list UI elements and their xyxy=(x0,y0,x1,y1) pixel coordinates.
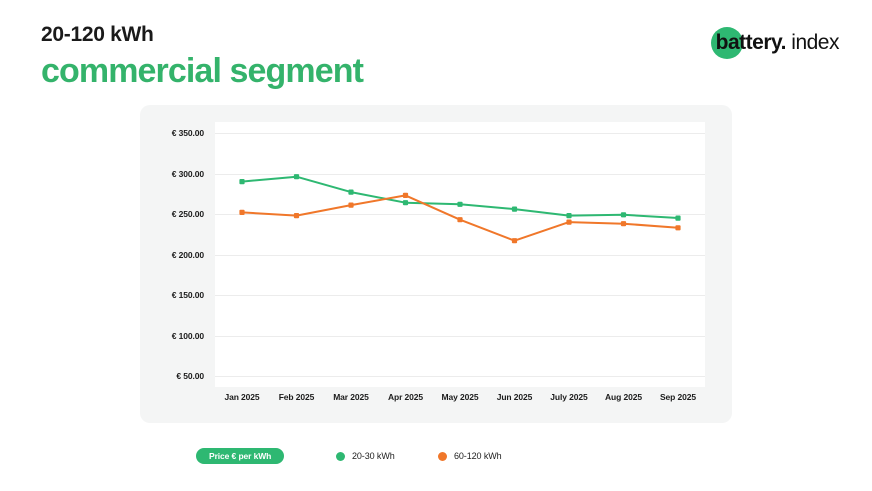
data-point-marker[interactable] xyxy=(293,213,300,219)
grid-line xyxy=(215,254,705,256)
y-axis-tick-label: € 100.00 xyxy=(171,330,204,341)
legend-dot-series-0 xyxy=(336,451,345,461)
header: 20-120 kWh commercial segment battery. i… xyxy=(0,0,872,100)
y-axis: € 350.00 € 300.00 € 250.00 € 200.00 € 150.00… xyxy=(140,122,212,387)
chart-legend: Price € per kWh 20-30 kWh 60-120 kWh xyxy=(0,448,872,474)
legend-label-series-1: 60-120 kWh xyxy=(454,451,502,461)
data-point-marker[interactable] xyxy=(239,209,245,215)
data-point-marker[interactable] xyxy=(348,202,354,208)
legend-dot-series-1 xyxy=(438,451,447,461)
page-title: commercial segment xyxy=(41,52,364,90)
y-axis-tick-label: € 200.00 xyxy=(171,249,204,260)
logo-brand: battery. xyxy=(715,31,787,54)
chart-plot-area xyxy=(215,122,705,387)
logo-text: battery. index xyxy=(708,26,840,60)
grid-line xyxy=(215,376,705,377)
data-point-marker[interactable] xyxy=(457,217,463,223)
x-axis-tick-label: Aug 2025 xyxy=(605,392,642,402)
y-axis-tick-label: € 300.00 xyxy=(171,168,204,179)
data-point-marker[interactable] xyxy=(511,206,518,212)
x-axis-tick-label: Feb 2025 xyxy=(278,392,315,402)
y-axis-tick-label: € 50.00 xyxy=(176,371,204,381)
data-point-marker[interactable] xyxy=(402,200,409,206)
x-axis: Jan 2025 Feb 2025 Mar 2025 Apr 2025 May 2025… xyxy=(215,392,705,412)
chart-card: € 350.00 € 300.00 € 250.00 € 200.00 € 150.00… xyxy=(140,105,732,423)
data-point-marker[interactable] xyxy=(239,179,245,185)
data-point-marker[interactable] xyxy=(675,225,681,231)
data-point-marker[interactable] xyxy=(348,189,354,195)
data-point-marker[interactable] xyxy=(620,221,627,227)
legend-label-series-0: 20-30 kWh xyxy=(352,451,395,461)
data-point-marker[interactable] xyxy=(457,201,463,207)
data-point-marker[interactable] xyxy=(566,219,572,225)
x-axis-tick-label: Jun 2025 xyxy=(496,392,533,402)
series-line-0 xyxy=(241,175,679,219)
title-block: 20-120 kWh commercial segment xyxy=(41,22,364,92)
grid-line xyxy=(215,295,705,296)
chart-series-layer xyxy=(239,174,681,244)
y-axis-tick-label: € 350.00 xyxy=(171,128,204,138)
brand-logo: battery. index xyxy=(708,26,840,60)
data-point-marker[interactable] xyxy=(511,238,518,244)
x-axis-tick-label: Apr 2025 xyxy=(387,392,424,402)
grid-line xyxy=(215,335,705,337)
data-point-marker[interactable] xyxy=(293,174,300,180)
logo-suffix: index xyxy=(785,31,839,54)
legend-item-series-1[interactable]: 60-120 kWh xyxy=(438,448,502,464)
x-axis-tick-label: Jan 2025 xyxy=(224,392,260,402)
data-point-marker[interactable] xyxy=(402,192,409,198)
x-axis-tick-label: Mar 2025 xyxy=(333,392,369,402)
y-axis-tick-label: € 150.00 xyxy=(171,290,204,300)
x-axis-tick-label: July 2025 xyxy=(550,392,588,402)
y-axis-tick-label: € 250.00 xyxy=(171,209,204,219)
data-point-marker[interactable] xyxy=(620,212,627,218)
data-point-marker[interactable] xyxy=(566,213,572,219)
legend-item-series-0[interactable]: 20-30 kWh xyxy=(336,448,395,464)
data-point-marker[interactable] xyxy=(675,215,681,221)
grid-line xyxy=(215,133,705,134)
x-axis-tick-label: May 2025 xyxy=(441,392,479,402)
page-kicker: 20-120 kWh xyxy=(41,23,154,46)
logo-circle-icon xyxy=(710,27,743,59)
x-axis-tick-label: Sep 2025 xyxy=(659,392,697,402)
grid-line xyxy=(215,214,705,215)
grid-line xyxy=(215,173,705,175)
legend-axis-pill: Price € per kWh xyxy=(196,448,285,464)
